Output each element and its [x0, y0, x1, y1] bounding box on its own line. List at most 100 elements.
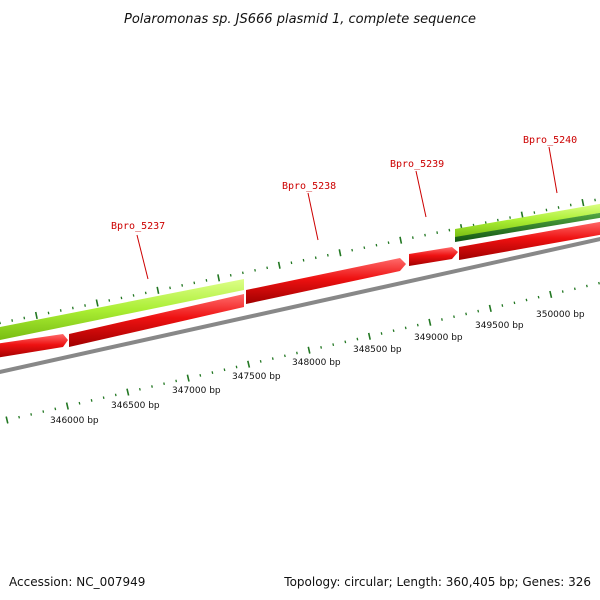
minor-tick: [144, 291, 147, 295]
major-tick: [549, 290, 553, 298]
minor-tick: [453, 315, 455, 319]
major-tick: [186, 374, 190, 382]
minor-tick: [193, 281, 196, 285]
minor-tick: [573, 287, 576, 291]
major-tick: [428, 318, 432, 326]
major-tick: [126, 388, 130, 396]
minor-tick: [501, 304, 504, 307]
minor-tick: [271, 357, 274, 360]
minor-tick: [416, 323, 419, 327]
major-tick: [247, 360, 251, 368]
inner-tick-track: [5, 281, 600, 424]
major-tick: [488, 304, 492, 312]
minor-tick: [392, 329, 395, 333]
major-tick: [367, 332, 371, 340]
minor-tick: [332, 343, 335, 347]
major-tick: [307, 346, 311, 354]
minor-tick: [30, 413, 33, 416]
minor-tick: [132, 294, 135, 297]
gene-arrow[interactable]: [409, 247, 458, 266]
gene-label-bpro-5238[interactable]: Bpro_5238: [282, 181, 336, 192]
minor-tick: [537, 295, 540, 299]
feature-band-right-light[interactable]: [455, 203, 600, 238]
gene-label-bpro-5237[interactable]: Bpro_5237: [111, 221, 165, 232]
minor-tick: [54, 407, 57, 411]
sequence-backbone: [0, 237, 600, 374]
map-title: Polaromonas sp. JS666 plasmid 1, complet…: [124, 12, 476, 27]
minor-tick: [598, 281, 600, 285]
minor-tick: [23, 316, 26, 320]
gene-arrow[interactable]: [69, 294, 244, 347]
minor-tick: [484, 221, 487, 224]
minor-tick: [47, 311, 50, 315]
minor-tick: [223, 368, 226, 372]
minor-tick: [138, 387, 141, 391]
minor-tick: [351, 248, 354, 252]
minor-tick: [290, 261, 293, 265]
accession-text: Accession: NC_007949: [9, 575, 145, 589]
minor-tick: [181, 283, 184, 287]
minor-tick: [211, 371, 214, 374]
minor-tick: [448, 228, 451, 232]
scale-label: 349000 bp: [414, 333, 463, 343]
feature-band-right-dark[interactable]: [455, 212, 600, 242]
minor-tick: [441, 318, 443, 321]
major-tick: [65, 402, 69, 410]
minor-tick: [71, 306, 74, 310]
minor-tick: [569, 203, 572, 207]
major-tick: [34, 311, 38, 320]
minor-tick: [387, 241, 390, 245]
minor-tick: [283, 354, 286, 358]
minor-tick: [557, 206, 560, 209]
minor-tick: [533, 211, 536, 214]
minor-tick: [42, 410, 45, 413]
scale-label: 349500 bp: [475, 321, 524, 331]
major-tick: [5, 416, 9, 424]
minor-tick: [163, 382, 165, 386]
gene-label-leader: [136, 234, 149, 280]
minor-tick: [363, 246, 366, 250]
minor-tick: [205, 278, 208, 282]
minor-tick: [175, 379, 178, 383]
minor-tick: [375, 243, 378, 247]
outer-tick-track: [0, 198, 596, 325]
feature-band-left[interactable]: [0, 279, 244, 341]
minor-tick: [314, 256, 317, 260]
minor-tick: [326, 253, 329, 257]
minor-tick: [169, 286, 171, 290]
minor-tick: [545, 208, 548, 212]
scale-label: 350000 bp: [536, 310, 585, 320]
major-tick: [338, 249, 342, 257]
minor-tick: [436, 231, 439, 235]
minor-tick: [465, 312, 468, 316]
gene-label-leader: [307, 192, 319, 241]
gene-arrow[interactable]: [459, 221, 600, 260]
gene-label-leader: [415, 170, 427, 218]
minor-tick: [254, 268, 256, 272]
minor-tick: [151, 385, 153, 388]
major-tick: [217, 274, 221, 282]
minor-tick: [424, 233, 426, 237]
minor-tick: [561, 290, 564, 293]
gene-label-bpro-5239[interactable]: Bpro_5239: [390, 159, 444, 170]
scale-label: 346000 bp: [50, 416, 99, 426]
minor-tick: [241, 271, 244, 275]
gene-arrow[interactable]: [0, 334, 68, 358]
scale-label: 346500 bp: [111, 401, 160, 411]
minor-tick: [411, 236, 414, 240]
minor-tick: [496, 218, 499, 222]
minor-tick: [78, 401, 81, 405]
minor-tick: [513, 301, 516, 305]
minor-tick: [320, 346, 323, 349]
major-tick: [277, 261, 281, 269]
minor-tick: [108, 299, 111, 302]
minor-tick: [585, 284, 588, 288]
minor-tick: [266, 266, 269, 270]
gene-label-bpro-5240[interactable]: Bpro_5240: [523, 135, 577, 146]
minor-tick: [344, 340, 347, 344]
gene-label-leader: [548, 146, 558, 194]
gene-arrow[interactable]: [246, 258, 406, 304]
minor-tick: [120, 296, 123, 300]
major-tick: [95, 299, 99, 307]
